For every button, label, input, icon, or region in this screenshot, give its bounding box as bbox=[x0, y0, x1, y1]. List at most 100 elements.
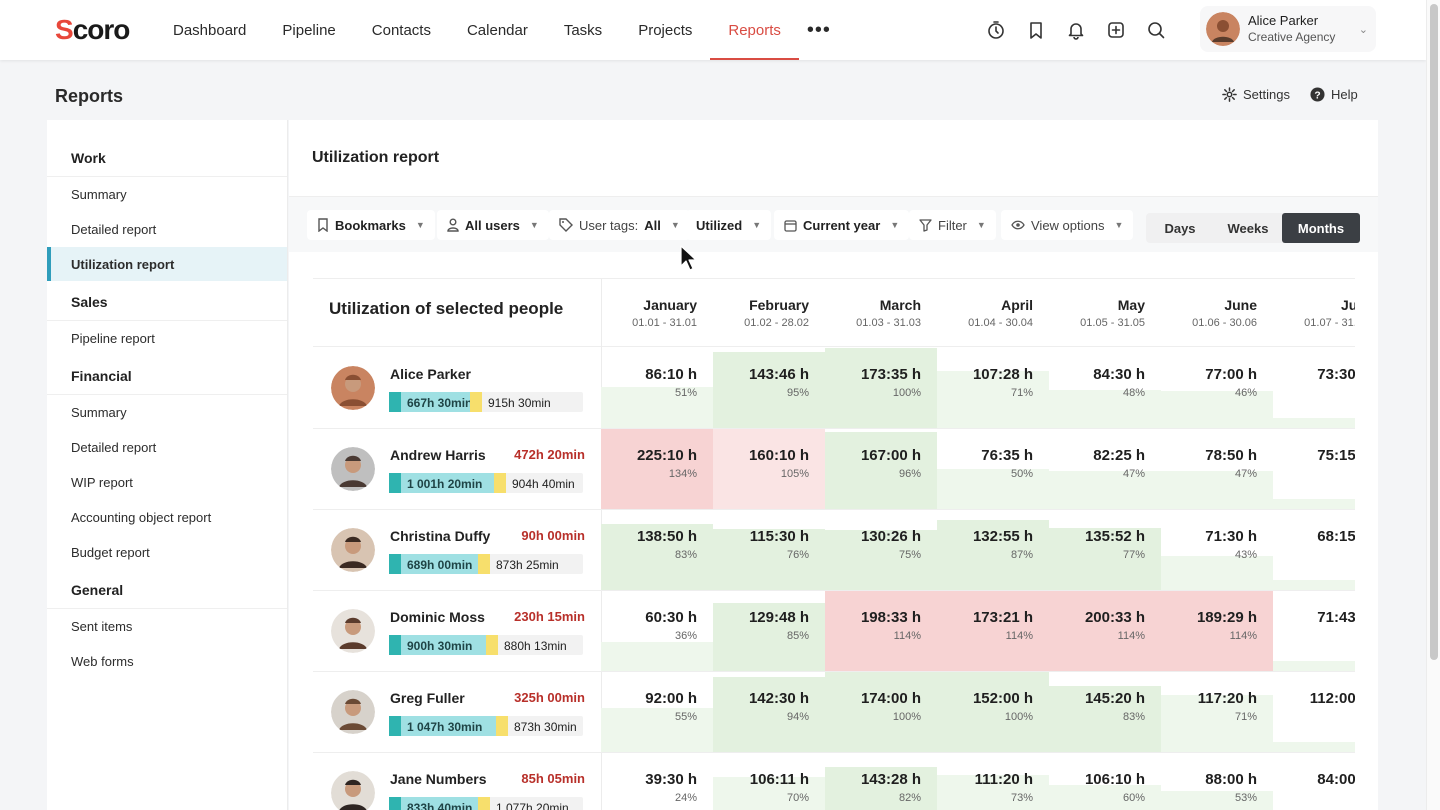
month-cell[interactable]: 132:55 h 87% bbox=[937, 510, 1049, 590]
month-header-april[interactable]: April 01.04 - 30.04 bbox=[937, 297, 1049, 329]
month-cell[interactable]: 76:35 h 50% bbox=[937, 429, 1049, 509]
sidebar-item-detailed-report[interactable]: Detailed report bbox=[71, 221, 157, 237]
nav-more-button[interactable]: ••• bbox=[806, 18, 831, 41]
month-cell[interactable]: 143:28 h 82% bbox=[825, 753, 937, 810]
person-name[interactable]: Alice Parker bbox=[390, 366, 471, 382]
sidebar-item-sent-items[interactable]: Sent items bbox=[71, 618, 133, 634]
table-row[interactable]: Greg Fuller 325h 00min 1 047h 30min 873h 30… bbox=[313, 672, 1355, 753]
person-name[interactable]: Dominic Moss bbox=[390, 609, 485, 625]
month-header-january[interactable]: January 01.01 - 31.01 bbox=[601, 297, 713, 329]
month-cell[interactable]: 112:00 h7 bbox=[1273, 672, 1355, 752]
page-scrollbar[interactable] bbox=[1426, 0, 1440, 810]
view-options-dropdown[interactable]: View options ▼ bbox=[1001, 210, 1134, 240]
sidebar-item-detailed-report[interactable]: Detailed report bbox=[71, 439, 157, 455]
month-cell[interactable]: 130:26 h 75% bbox=[825, 510, 937, 590]
month-cell[interactable]: 200:33 h 114% bbox=[1049, 591, 1161, 671]
nav-item-projects[interactable]: Projects bbox=[638, 21, 693, 39]
month-cell[interactable]: 152:00 h 100% bbox=[937, 672, 1049, 752]
month-cell[interactable]: 107:28 h 71% bbox=[937, 348, 1049, 428]
add-icon[interactable] bbox=[1100, 14, 1132, 46]
month-cell[interactable]: 143:46 h 95% bbox=[713, 348, 825, 428]
month-cell[interactable]: 39:30 h 24% bbox=[601, 753, 713, 810]
search-icon[interactable] bbox=[1140, 14, 1172, 46]
table-row[interactable]: Andrew Harris 472h 20min 1 001h 20min 904h … bbox=[313, 429, 1355, 510]
month-cell[interactable]: 106:11 h 70% bbox=[713, 753, 825, 810]
month-cell[interactable]: 145:20 h 83% bbox=[1049, 672, 1161, 752]
month-cell[interactable]: 167:00 h 96% bbox=[825, 429, 937, 509]
month-cell[interactable]: 106:10 h 60% bbox=[1049, 753, 1161, 810]
month-header-march[interactable]: March 01.03 - 31.03 bbox=[825, 297, 937, 329]
nav-item-pipeline[interactable]: Pipeline bbox=[282, 21, 336, 39]
person-name[interactable]: Greg Fuller bbox=[390, 690, 465, 706]
sidebar-item-summary[interactable]: Summary bbox=[71, 404, 127, 420]
scrollbar-thumb[interactable] bbox=[1430, 4, 1438, 660]
month-header-july[interactable]: July 01.07 - 31.07 bbox=[1273, 297, 1355, 329]
month-cell[interactable]: 111:20 h 73% bbox=[937, 753, 1049, 810]
bookmarks-dropdown[interactable]: Bookmarks ▼ bbox=[307, 210, 435, 240]
bell-icon[interactable] bbox=[1060, 14, 1092, 46]
month-cell[interactable]: 173:35 h 100% bbox=[825, 348, 937, 428]
month-header-june[interactable]: June 01.06 - 30.06 bbox=[1161, 297, 1273, 329]
month-cell[interactable]: 71:30 h 43% bbox=[1161, 510, 1273, 590]
timer-icon[interactable] bbox=[980, 14, 1012, 46]
sidebar-item-accounting-object-report[interactable]: Accounting object report bbox=[71, 509, 212, 525]
nav-item-reports[interactable]: Reports bbox=[710, 0, 799, 60]
user-menu[interactable]: Alice Parker Creative Agency ⌄ bbox=[1200, 6, 1376, 52]
month-cell[interactable]: 92:00 h 55% bbox=[601, 672, 713, 752]
month-cell[interactable]: 88:00 h 53% bbox=[1161, 753, 1273, 810]
month-cell[interactable]: 82:25 h 47% bbox=[1049, 429, 1161, 509]
scoro-logo[interactable]: Scoro bbox=[55, 14, 130, 45]
nav-item-calendar[interactable]: Calendar bbox=[466, 21, 528, 39]
current-year-dropdown[interactable]: Current year ▼ bbox=[774, 210, 910, 240]
month-cell[interactable]: 198:33 h 114% bbox=[825, 591, 937, 671]
user-tags-dropdown[interactable]: User tags: All ▼ bbox=[549, 210, 690, 240]
bookmark-icon[interactable] bbox=[1020, 14, 1052, 46]
month-cell[interactable]: 68:15 h4 bbox=[1273, 510, 1355, 590]
person-name[interactable]: Christina Duffy bbox=[390, 528, 491, 544]
month-cell[interactable]: 115:30 h 76% bbox=[713, 510, 825, 590]
nav-item-dashboard[interactable]: Dashboard bbox=[173, 21, 247, 39]
person-name[interactable]: Andrew Harris bbox=[390, 447, 486, 463]
sidebar-item-web-forms[interactable]: Web forms bbox=[71, 653, 134, 669]
month-cell[interactable]: 60:30 h 36% bbox=[601, 591, 713, 671]
month-cell[interactable]: 174:00 h 100% bbox=[825, 672, 937, 752]
sidebar-item-summary[interactable]: Summary bbox=[71, 186, 127, 202]
period-weeks-button[interactable]: Weeks bbox=[1227, 220, 1269, 236]
month-cell[interactable]: 75:15 h4 bbox=[1273, 429, 1355, 509]
sidebar-item-budget-report[interactable]: Budget report bbox=[71, 544, 150, 560]
sidebar-item-utilization-report[interactable]: Utilization report bbox=[47, 247, 287, 281]
month-cell[interactable]: 173:21 h 114% bbox=[937, 591, 1049, 671]
month-header-may[interactable]: May 01.05 - 31.05 bbox=[1049, 297, 1161, 329]
month-cell[interactable]: 78:50 h 47% bbox=[1161, 429, 1273, 509]
month-cell[interactable]: 189:29 h 114% bbox=[1161, 591, 1273, 671]
utilized-dropdown[interactable]: Utilized ▼ bbox=[686, 210, 772, 240]
person-name[interactable]: Jane Numbers bbox=[390, 771, 487, 787]
nav-item-tasks[interactable]: Tasks bbox=[563, 21, 603, 39]
month-cell[interactable]: 135:52 h 77% bbox=[1049, 510, 1161, 590]
period-months-button[interactable]: Months bbox=[1282, 213, 1360, 243]
month-cell[interactable]: 117:20 h 71% bbox=[1161, 672, 1273, 752]
all-users-dropdown[interactable]: All users ▼ bbox=[437, 210, 549, 240]
month-cell[interactable]: 84:30 h 48% bbox=[1049, 348, 1161, 428]
period-days-button[interactable]: Days bbox=[1164, 220, 1196, 236]
sidebar-item-pipeline-report[interactable]: Pipeline report bbox=[71, 330, 155, 346]
table-row[interactable]: Alice Parker 667h 30min 915h 30min 86:10 h 5… bbox=[313, 348, 1355, 429]
month-cell[interactable]: 160:10 h 105% bbox=[713, 429, 825, 509]
month-cell[interactable]: 138:50 h 83% bbox=[601, 510, 713, 590]
table-row[interactable]: Dominic Moss 230h 15min 900h 30min 880h 13m… bbox=[313, 591, 1355, 672]
month-cell[interactable]: 225:10 h 134% bbox=[601, 429, 713, 509]
table-row[interactable]: Jane Numbers 85h 05min 833h 40min 1 077h 20… bbox=[313, 753, 1355, 810]
settings-link[interactable]: Settings bbox=[1222, 87, 1290, 102]
month-cell[interactable]: 73:30 h4 bbox=[1273, 348, 1355, 428]
sidebar-item-wip-report[interactable]: WIP report bbox=[71, 474, 133, 490]
help-link[interactable]: ? Help bbox=[1310, 87, 1358, 102]
nav-item-contacts[interactable]: Contacts bbox=[371, 21, 431, 39]
table-row[interactable]: Christina Duffy 90h 00min 689h 00min 873h 2… bbox=[313, 510, 1355, 591]
month-header-february[interactable]: February 01.02 - 28.02 bbox=[713, 297, 825, 329]
filter-dropdown[interactable]: Filter ▼ bbox=[909, 210, 996, 240]
month-cell[interactable]: 129:48 h 85% bbox=[713, 591, 825, 671]
month-cell[interactable]: 84:00 h5 bbox=[1273, 753, 1355, 810]
month-cell[interactable]: 142:30 h 94% bbox=[713, 672, 825, 752]
month-cell[interactable]: 77:00 h 46% bbox=[1161, 348, 1273, 428]
month-cell[interactable]: 86:10 h 51% bbox=[601, 348, 713, 428]
